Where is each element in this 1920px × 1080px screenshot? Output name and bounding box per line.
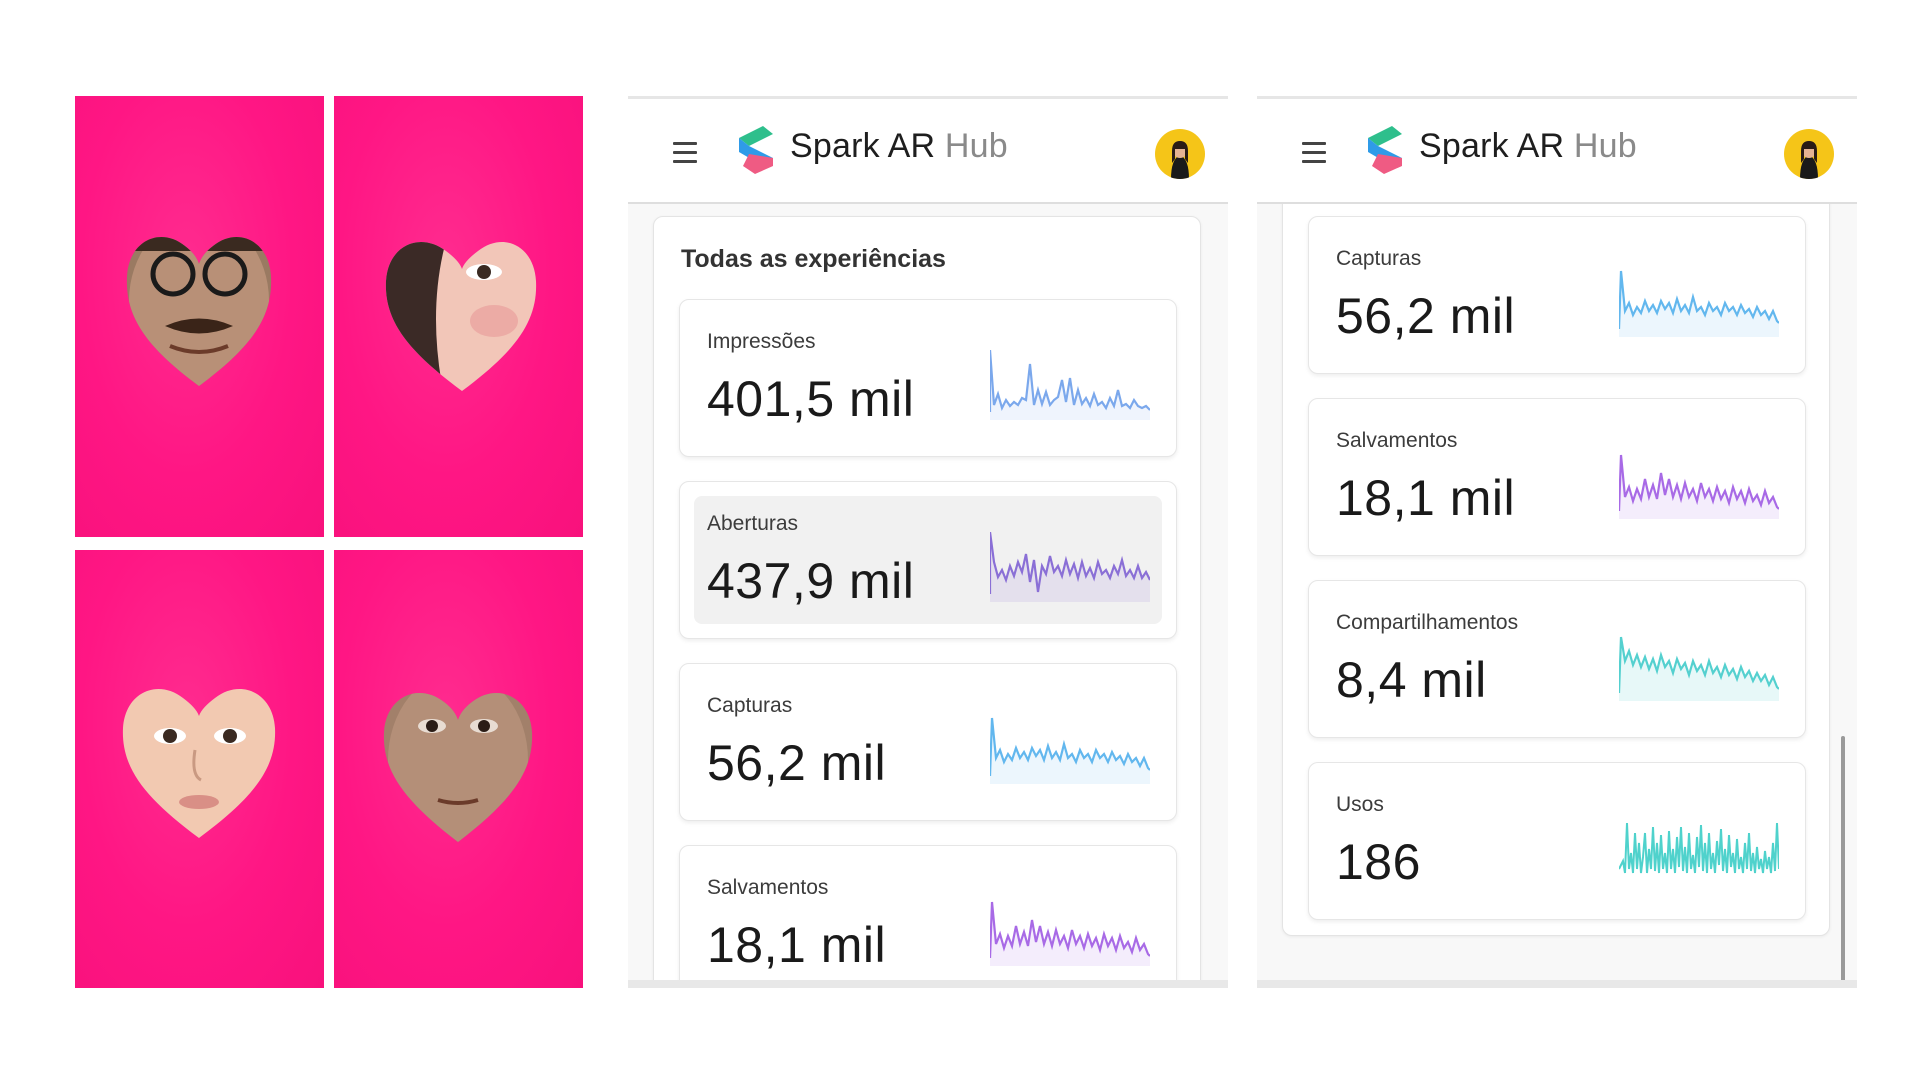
brand-secondary: Hub — [944, 127, 1008, 165]
metric-label: Usos — [1336, 793, 1384, 816]
metric-value: 56,2 mil — [1336, 288, 1516, 344]
metric-value: 186 — [1336, 834, 1421, 890]
sparkline-chart — [990, 717, 1150, 784]
metric-label: Aberturas — [707, 512, 799, 535]
metric-card-shares[interactable]: Compartilhamentos 8,4 mil — [1308, 580, 1806, 738]
metric-label: Impressões — [707, 330, 816, 353]
brand-primary: Spark AR — [790, 127, 936, 165]
brand-name[interactable]: Spark AR Hub — [1419, 127, 1637, 166]
scrollbar[interactable] — [1841, 736, 1845, 988]
sparkline-chart — [990, 350, 1150, 420]
metric-value: 8,4 mil — [1336, 652, 1487, 708]
avatar[interactable] — [1155, 129, 1205, 179]
metric-value: 18,1 mil — [1336, 470, 1516, 526]
metric-value: 401,5 mil — [707, 371, 915, 427]
heart-face-image-2 — [385, 242, 537, 391]
app-header: Spark AR Hub — [628, 99, 1228, 204]
avatar[interactable] — [1784, 129, 1834, 179]
metric-card-uses[interactable]: Usos 186 — [1308, 762, 1806, 920]
sparkline-chart — [1619, 822, 1779, 874]
metric-label: Salvamentos — [707, 876, 829, 899]
phone-screen-left: Spark AR Hub Todas as experiências Impre… — [628, 96, 1228, 988]
experiences-card: Todas as experiências Impressões 401,5 m… — [653, 216, 1201, 980]
bottom-divider — [1257, 980, 1857, 988]
metric-label: Capturas — [707, 694, 793, 717]
app-header: Spark AR Hub — [1257, 99, 1857, 204]
sparkline-chart — [990, 901, 1150, 966]
photo-tile-2 — [334, 96, 583, 537]
metric-value: 437,9 mil — [707, 553, 915, 609]
metric-card-saves[interactable]: Salvamentos 18,1 mil — [1308, 398, 1806, 556]
content-area[interactable]: Capturas 56,2 mil Salvamentos 18,1 mil C… — [1257, 204, 1857, 980]
spark-ar-logo-icon — [739, 126, 773, 174]
metric-card-saves[interactable]: Salvamentos 18,1 mil — [679, 845, 1177, 980]
top-divider — [1257, 96, 1857, 99]
bottom-divider — [628, 980, 1228, 988]
hamburger-menu-icon[interactable] — [1302, 142, 1326, 164]
metric-label: Capturas — [1336, 247, 1422, 270]
heart-face-image-1 — [126, 237, 272, 386]
sparkline-chart — [990, 532, 1150, 602]
content-area[interactable]: Todas as experiências Impressões 401,5 m… — [628, 204, 1228, 980]
phone-screen-right: Spark AR Hub Capturas 56,2 mil Salvamen — [1257, 96, 1857, 988]
photo-tile-1 — [75, 96, 324, 537]
metric-card-captures[interactable]: Capturas 56,2 mil — [1308, 216, 1806, 374]
brand-secondary: Hub — [1573, 127, 1637, 165]
brand-primary: Spark AR — [1419, 127, 1565, 165]
photo-tile-4 — [334, 550, 583, 988]
photo-tile-3 — [75, 550, 324, 988]
metric-card-openings[interactable]: Aberturas 437,9 mil — [679, 481, 1177, 639]
metric-value: 56,2 mil — [707, 735, 887, 791]
heart-face-image-3 — [122, 689, 276, 838]
heart-face-image-4 — [383, 693, 533, 842]
user-avatar-icon — [1171, 141, 1189, 179]
top-divider — [628, 96, 1228, 99]
metric-card-impressions[interactable]: Impressões 401,5 mil — [679, 299, 1177, 457]
metric-value: 18,1 mil — [707, 917, 887, 973]
metric-label: Salvamentos — [1336, 429, 1458, 452]
brand-name[interactable]: Spark AR Hub — [790, 127, 1008, 166]
metric-card-captures[interactable]: Capturas 56,2 mil — [679, 663, 1177, 821]
user-avatar-icon — [1800, 141, 1818, 179]
section-title: Todas as experiências — [681, 245, 946, 273]
sparkline-chart — [1619, 636, 1779, 701]
metric-label: Compartilhamentos — [1336, 611, 1519, 634]
sparkline-chart — [1619, 454, 1779, 519]
spark-ar-logo-icon — [1368, 126, 1402, 174]
sparkline-chart — [1619, 270, 1779, 337]
hamburger-menu-icon[interactable] — [673, 142, 697, 164]
experiences-card: Capturas 56,2 mil Salvamentos 18,1 mil C… — [1282, 204, 1830, 936]
